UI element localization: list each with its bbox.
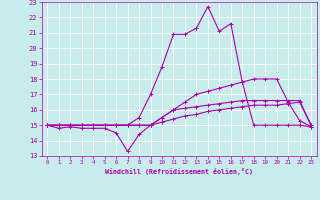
- X-axis label: Windchill (Refroidissement éolien,°C): Windchill (Refroidissement éolien,°C): [105, 168, 253, 175]
